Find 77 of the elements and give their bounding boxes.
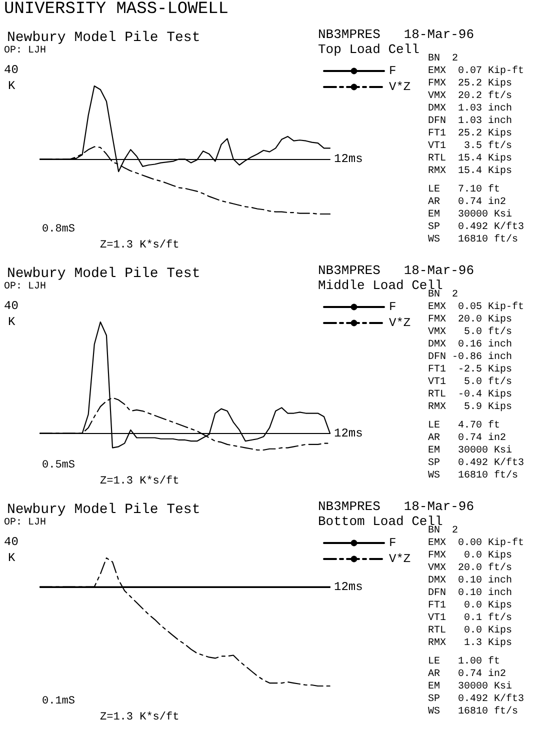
chart-title: Newbury Model Pile Test (7, 30, 200, 46)
text: RMX 5.9 Kips (428, 401, 512, 413)
text: VMX 20.0 ft/s (428, 562, 512, 574)
text: UNIVERSITY MASS-LOWELL (3, 0, 230, 21)
text: OP: LJH (4, 518, 46, 528)
text: VMX 20.2 ft/s (428, 90, 512, 102)
text: 40 (4, 299, 18, 313)
text: DMX 1.03 inch (428, 102, 512, 114)
text: VT1 3.5 ft/s (428, 140, 512, 152)
text: RTL 15.4 Kips (428, 152, 512, 164)
text: EM 30000 Ksi (428, 444, 512, 456)
text: OP: LJH (4, 282, 46, 292)
text: 40 (4, 63, 18, 77)
text: DFN 0.10 inch (428, 587, 512, 599)
text: Z=1.3 K*s/ft (100, 476, 180, 488)
chart-title: Newbury Model Pile Test (7, 266, 200, 282)
text: DFN -0.86 inch (428, 351, 512, 363)
text: FT1 25.2 Kips (428, 128, 512, 140)
text: 40 (4, 535, 18, 549)
text: DMX 0.10 inch (428, 574, 512, 586)
text: SP 0.492 K/ft3 (428, 221, 524, 233)
text: WS 16810 ft/s (428, 234, 518, 246)
text: VMX 5.0 ft/s (428, 326, 512, 338)
text: FT1 -2.5 Kips (428, 364, 512, 376)
y-axis-title: K (8, 79, 16, 93)
text: EMX 0.05 Kip-ft (428, 301, 524, 313)
text: 0.8mS (42, 224, 76, 236)
text: 0.1mS (42, 696, 76, 708)
legend-label: V*Z (389, 316, 411, 330)
text: SP 0.492 K/ft3 (428, 693, 524, 705)
text: BN 2 (428, 54, 458, 64)
text: FMX 25.2 Kips (428, 78, 512, 90)
text: AR 0.74 in2 (428, 432, 506, 444)
legend-label: V*Z (389, 552, 411, 566)
x-axis-title: 12ms (334, 152, 363, 166)
text: BN 2 (428, 526, 458, 536)
text: NB3MPRES 18-Mar-96 (318, 499, 474, 514)
text: VT1 0.1 ft/s (428, 612, 512, 624)
text: WS 16810 ft/s (428, 470, 518, 482)
text: VT1 5.0 ft/s (428, 376, 512, 388)
text: RTL -0.4 Kips (428, 388, 512, 400)
y-axis-title: K (8, 315, 16, 329)
text: EMX 0.00 Kip-ft (428, 537, 524, 549)
text: FT1 0.0 Kips (428, 600, 512, 612)
text: LE 4.70 ft (428, 420, 500, 432)
text: RMX 1.3 Kips (428, 637, 512, 649)
x-axis-title: 12ms (334, 580, 363, 594)
text: LE 7.10 ft (428, 184, 500, 196)
text: Z=1.3 K*s/ft (100, 712, 180, 724)
text: OP: LJH (4, 46, 46, 56)
text: 0.5mS (42, 460, 76, 472)
text: DFN 1.03 inch (428, 115, 512, 127)
text: EM 30000 Ksi (428, 208, 512, 220)
text: AR 0.74 in2 (428, 196, 506, 208)
x-axis-title: 12ms (334, 426, 363, 440)
text: AR 0.74 in2 (428, 668, 506, 680)
legend-label: F (389, 64, 396, 78)
text: WS 16810 ft/s (428, 706, 518, 718)
text: NB3MPRES 18-Mar-96 (318, 27, 474, 42)
text: EM 30000 Ksi (428, 680, 512, 692)
text: FMX 0.0 Kips (428, 550, 512, 562)
text: FMX 20.0 Kips (428, 314, 512, 326)
legend-label: V*Z (389, 80, 411, 94)
text: SP 0.492 K/ft3 (428, 457, 524, 469)
text: Top Load Cell (318, 42, 420, 57)
text: BN 2 (428, 290, 458, 300)
legend-label: F (389, 536, 396, 550)
text: NB3MPRES 18-Mar-96 (318, 263, 474, 278)
y-axis-title: K (8, 551, 16, 565)
text: RMX 15.4 Kips (428, 165, 512, 177)
text: DMX 0.16 inch (428, 338, 512, 350)
text: Z=1.3 K*s/ft (100, 240, 180, 252)
legend-label: F (389, 300, 396, 314)
text: LE 1.00 ft (428, 656, 500, 668)
text: EMX 0.07 Kip-ft (428, 65, 524, 77)
chart-title: Newbury Model Pile Test (7, 502, 200, 518)
text: RTL 0.0 Kips (428, 624, 512, 636)
